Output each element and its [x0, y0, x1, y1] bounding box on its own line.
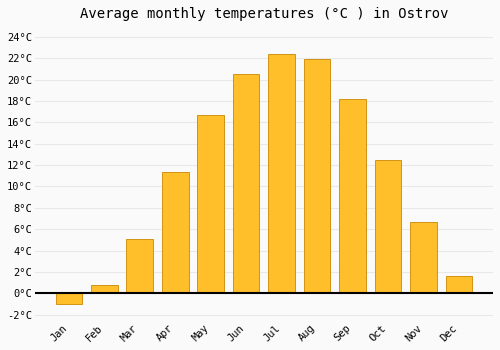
Bar: [374, 160, 402, 293]
Bar: [198, 115, 224, 293]
Bar: [304, 60, 330, 293]
Bar: [339, 99, 366, 293]
Bar: [56, 293, 82, 304]
Bar: [410, 222, 437, 293]
Bar: [126, 239, 153, 293]
Bar: [162, 172, 188, 293]
Bar: [268, 54, 295, 293]
Title: Average monthly temperatures (°C ) in Ostrov: Average monthly temperatures (°C ) in Os…: [80, 7, 448, 21]
Bar: [233, 74, 260, 293]
Bar: [91, 285, 118, 293]
Bar: [446, 276, 472, 293]
